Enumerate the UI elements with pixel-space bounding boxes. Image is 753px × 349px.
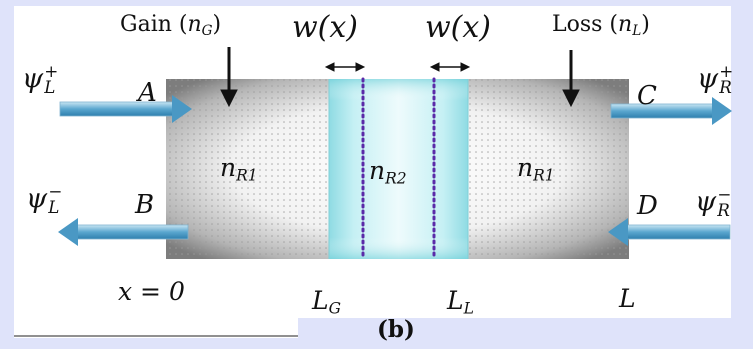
w-label-left: w(x)	[292, 10, 359, 45]
w-label-right: w(x)	[425, 10, 492, 45]
psi-R-minus-label: ψ − R	[695, 184, 732, 220]
psi-L-plus-label: ψ + L	[22, 61, 59, 97]
psi-R-plus-label: ψ + R	[697, 61, 734, 97]
w-arrow-right	[429, 62, 471, 72]
x0-label: x = 0	[118, 277, 185, 306]
frame-left	[0, 0, 14, 349]
label-C: C	[637, 81, 657, 111]
figure-caption: (b)	[377, 316, 415, 343]
w-arrow-left	[324, 62, 366, 72]
label-B: B	[135, 190, 155, 220]
arrow-B-out	[58, 218, 189, 246]
arrow-D-in	[608, 218, 731, 246]
arrow-C-out	[610, 97, 732, 125]
loss-label: Loss (nL)	[552, 12, 650, 39]
label-A: A	[138, 78, 157, 108]
psi-L-minus-label: ψ − L	[26, 181, 63, 217]
center-region-shade	[329, 79, 468, 259]
gain-arrow	[220, 47, 238, 108]
loss-arrow	[562, 50, 580, 108]
frame-right	[731, 0, 753, 349]
label-D: D	[637, 191, 658, 221]
LG-label: LG	[312, 286, 341, 318]
nR1-left-label: nR1	[220, 153, 258, 185]
frame-bottom-right	[298, 318, 753, 349]
LL-label: LL	[447, 286, 474, 318]
frame-top	[0, 0, 753, 6]
nR2-label: nR2	[369, 156, 407, 188]
gain-label: Gain (nG)	[120, 12, 222, 39]
nR1-right-label: nR1	[517, 153, 555, 185]
frame-bottom-left	[0, 338, 298, 349]
arrow-A-in	[59, 95, 192, 123]
L-label: L	[619, 284, 636, 313]
center-region	[328, 79, 469, 259]
